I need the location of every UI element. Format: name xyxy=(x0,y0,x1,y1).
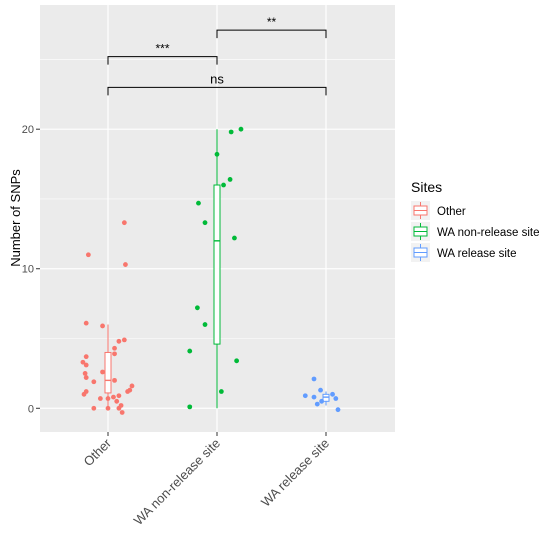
x-axis: Other WA non-release site WA release site xyxy=(81,432,332,529)
data-point-other xyxy=(83,362,89,368)
data-point-wa-non-release-site xyxy=(194,305,200,311)
data-point-other xyxy=(112,377,117,383)
bracket-line xyxy=(216,29,327,39)
legend-entry-wa-non-release-site: WA non-release site xyxy=(411,222,539,241)
data-point-other xyxy=(123,262,128,267)
data-point-wa-release-site xyxy=(302,393,308,399)
data-point-wa-release-site xyxy=(311,394,317,400)
data-point-other xyxy=(82,370,88,376)
data-point-other xyxy=(116,338,122,344)
data-point-other xyxy=(121,220,127,226)
data-point-other xyxy=(111,394,116,400)
legend: Sites Other WA non-release site WA release… xyxy=(411,179,539,262)
x-tick-label-wa-non-release-site: WA non-release site xyxy=(131,436,224,529)
legend-entry-other: Other xyxy=(411,201,466,220)
points xyxy=(80,126,341,415)
bracket-line xyxy=(107,56,218,65)
data-point-other xyxy=(121,337,127,343)
data-point-wa-release-site xyxy=(333,396,339,401)
data-point-other xyxy=(105,396,111,401)
data-point-wa-non-release-site xyxy=(218,389,224,394)
legend-label: WA release site xyxy=(437,248,516,260)
data-point-other xyxy=(116,393,122,399)
data-point-other xyxy=(119,410,125,415)
data-point-wa-non-release-site xyxy=(227,177,233,182)
significance-bracket: ns xyxy=(107,71,327,96)
data-point-other xyxy=(112,351,117,357)
box-iqr xyxy=(104,351,112,394)
data-point-wa-non-release-site xyxy=(232,235,237,241)
data-point-wa-non-release-site xyxy=(187,404,193,410)
y-axis-label: Number of SNPs xyxy=(8,169,23,267)
bracket-line xyxy=(107,86,327,96)
significance-bracket: ** xyxy=(216,15,327,39)
x-tick-label-wa-release-site: WA release site xyxy=(258,436,332,510)
data-point-other xyxy=(125,389,131,394)
data-point-other xyxy=(100,369,105,375)
data-point-wa-release-site xyxy=(335,407,341,413)
data-point-wa-non-release-site xyxy=(202,322,208,327)
data-point-wa-non-release-site xyxy=(196,200,201,206)
data-point-other xyxy=(80,359,86,365)
data-point-wa-release-site xyxy=(318,387,323,393)
legend-label: Other xyxy=(437,206,466,218)
data-point-wa-release-site xyxy=(330,391,335,397)
data-point-wa-non-release-site xyxy=(234,358,240,364)
data-point-other xyxy=(83,354,89,360)
data-point-other xyxy=(97,396,103,401)
data-point-wa-non-release-site xyxy=(228,129,234,135)
data-point-other xyxy=(116,405,122,411)
data-point-wa-non-release-site xyxy=(238,126,244,132)
box-wa-release-site xyxy=(322,391,330,406)
y-tick-label: 0 xyxy=(28,403,34,415)
data-point-wa-non-release-site xyxy=(202,220,208,226)
box-iqr xyxy=(213,184,221,345)
data-point-other xyxy=(83,320,89,326)
data-point-other xyxy=(112,345,117,351)
data-point-wa-non-release-site xyxy=(221,182,226,188)
y-tick-label: 10 xyxy=(22,264,34,276)
significance-annotations: *****ns xyxy=(107,15,327,96)
y-tick-label: 20 xyxy=(22,124,34,136)
legend-entry-wa-release-site: WA release site xyxy=(411,243,516,262)
data-point-wa-non-release-site xyxy=(187,348,193,354)
bracket-label: *** xyxy=(155,42,169,56)
data-point-other xyxy=(91,379,97,385)
x-tick-label-other: Other xyxy=(81,435,115,469)
legend-label: WA non-release site xyxy=(437,227,539,239)
data-point-wa-release-site xyxy=(319,398,325,404)
bracket-label: ns xyxy=(210,71,224,86)
data-point-other xyxy=(129,383,135,389)
significance-bracket: *** xyxy=(107,42,218,65)
data-point-other xyxy=(81,391,87,397)
box-wa-non-release-site xyxy=(213,129,221,409)
data-point-other xyxy=(100,323,105,329)
bracket-label: ** xyxy=(267,15,277,29)
data-point-other xyxy=(105,405,111,411)
data-point-other xyxy=(83,375,89,380)
data-point-other xyxy=(114,398,120,404)
legend-title: Sites xyxy=(411,179,442,195)
data-point-wa-non-release-site xyxy=(214,151,220,157)
data-point-other xyxy=(85,252,91,258)
data-point-other xyxy=(91,405,97,411)
data-point-wa-release-site xyxy=(314,401,320,407)
data-point-wa-release-site xyxy=(311,376,317,382)
y-axis: 0 10 20 xyxy=(22,124,40,415)
